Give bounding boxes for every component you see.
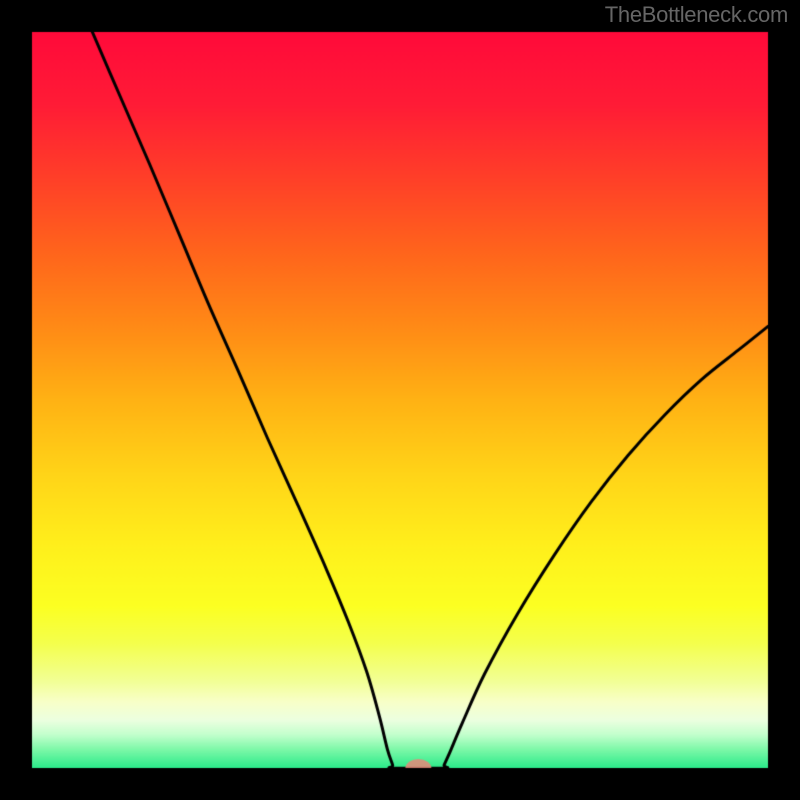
- bottleneck-chart: [0, 0, 800, 800]
